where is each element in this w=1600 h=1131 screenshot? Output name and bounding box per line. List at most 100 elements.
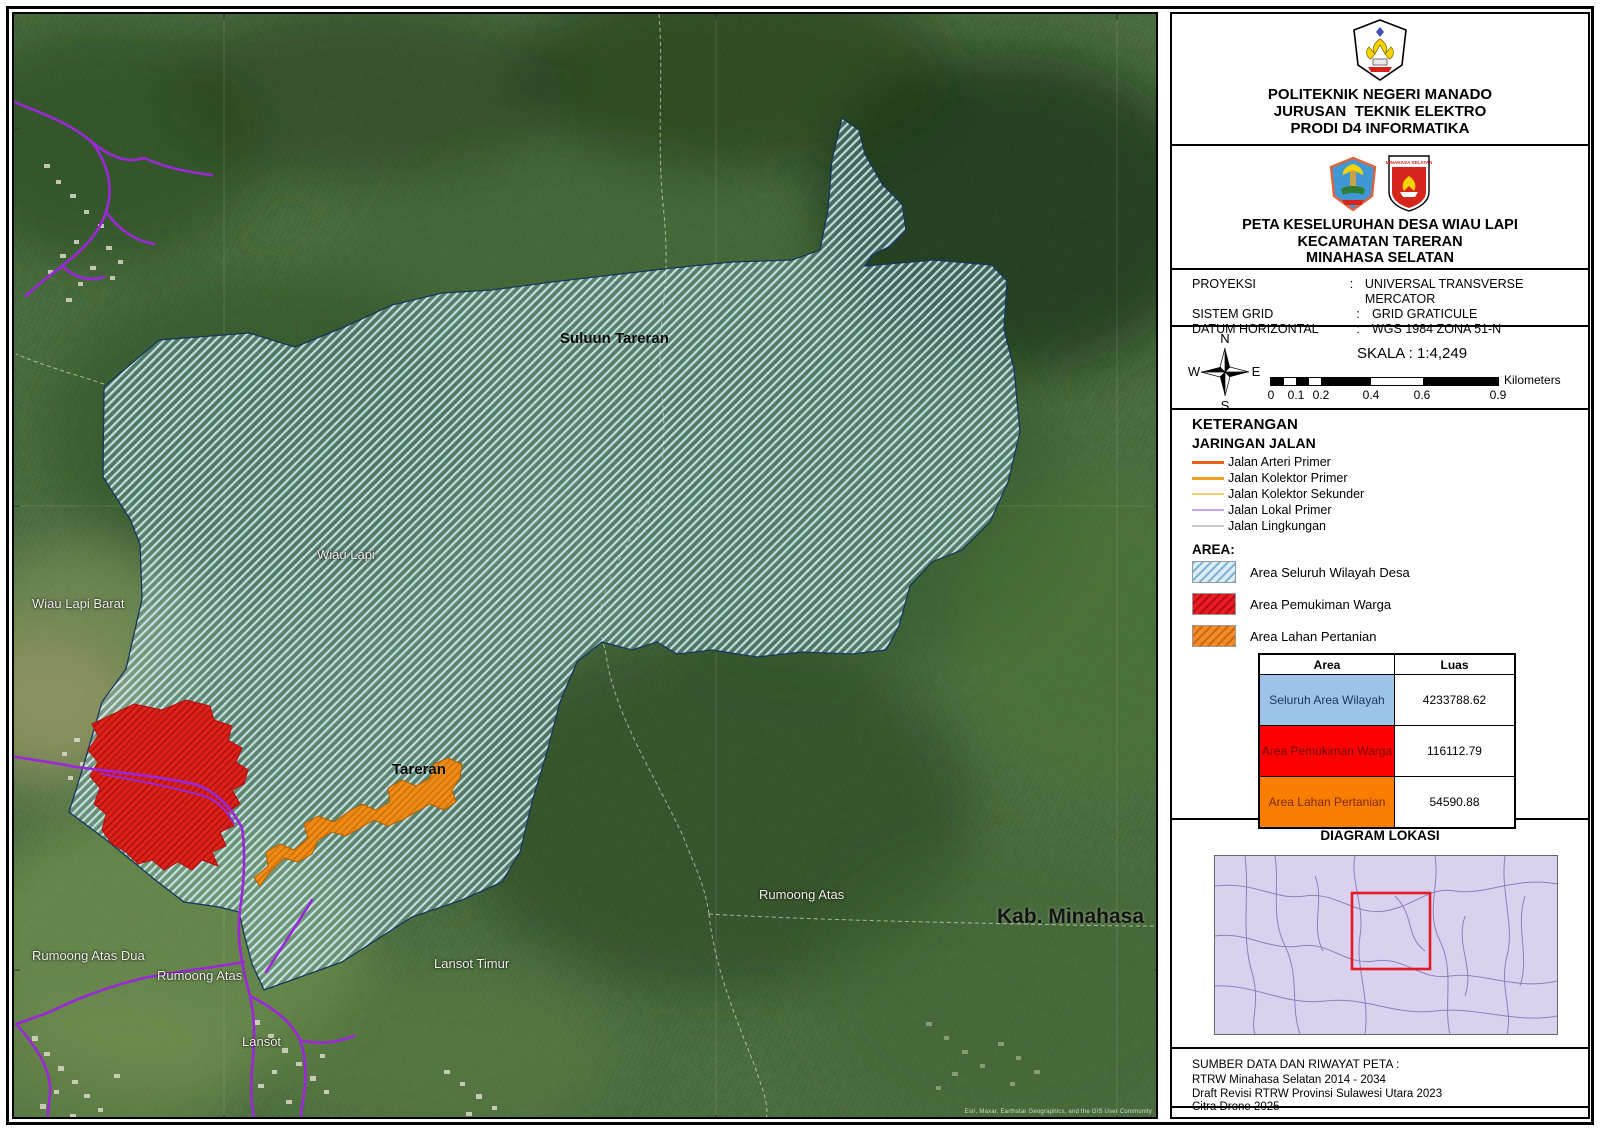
area-statistics-table: Area Luas Seluruh Area Wilayah 4233788.6… — [1258, 653, 1516, 829]
map-canvas: Suluun Tareran Wiau Lapi Wiau Lapi Barat… — [12, 12, 1158, 1119]
map-info-panel: POLITEKNIK NEGERI MANADO JURUSAN TEKNIK … — [1170, 12, 1590, 1119]
place-label-tareran: Tareran — [392, 761, 446, 778]
location-overview-minimap — [1214, 855, 1558, 1035]
road-kolektor-primer-swatch — [1192, 476, 1224, 480]
minsel-logo-icon: MINAHASA SELATAN — [1386, 155, 1432, 212]
scale-section: N S E W SKALA : 1:4,249 0 0.1 0.2 0.4 0.… — [1172, 327, 1588, 411]
scale-unit-label: Kilometers — [1504, 373, 1561, 387]
row-pemukiman-luas: 116112.79 — [1394, 725, 1516, 777]
projection-row: PROYEKSI : UNIVERSAL TRANSVERSE MERCATOR — [1192, 277, 1588, 307]
grid-system-value: GRID GRATICULE — [1372, 307, 1478, 321]
row-pemukiman-name: Area Pemukiman Warga — [1258, 725, 1395, 777]
place-label-rumoong-atas-west: Rumoong Atas — [157, 968, 243, 983]
frame-ticks — [14, 14, 1156, 1117]
settlement-rooftops-faint — [926, 1022, 1040, 1090]
area-wilayah-swatch — [1192, 561, 1236, 583]
area-pemukiman-swatch — [1192, 593, 1236, 615]
place-label-wiau-lapi-barat: Wiau Lapi Barat — [32, 596, 125, 611]
row-pertanian-name: Area Lahan Pertanian — [1258, 776, 1395, 829]
institution-name: POLITEKNIK NEGERI MANADO — [1267, 86, 1493, 103]
map-title-line3: MINAHASA SELATAN — [1306, 250, 1454, 266]
datum-label: DATUM HORIZONTAL — [1192, 322, 1319, 336]
projection-label: PROYEKSI — [1192, 277, 1256, 291]
scale-bar — [1270, 377, 1499, 386]
minimap-extent-rectangle — [1350, 891, 1432, 971]
area-pertanian-swatch — [1192, 625, 1236, 647]
institution-prodi: PRODI D4 INFORMATIKA — [1290, 120, 1470, 137]
institution-section: POLITEKNIK NEGERI MANADO JURUSAN TEKNIK … — [1172, 14, 1588, 146]
table-row: Area Lahan Pertanian 54590.88 — [1258, 776, 1516, 829]
institution-dept: JURUSAN TEKNIK ELEKTRO — [1273, 103, 1487, 120]
table-header-luas: Luas — [1394, 653, 1516, 675]
scale-tick-06: 0.6 — [1413, 388, 1431, 402]
legend-area-wilayah: Area Seluruh Wilayah Desa — [1192, 561, 1588, 583]
empty-footer-strip — [1172, 1108, 1588, 1121]
road-legend-title: JARINGAN JALAN — [1192, 435, 1316, 451]
map-title-section: MINAHASA SELATAN PETA KESELURUHAN DESA W… — [1172, 146, 1588, 270]
polimdo-logo-icon — [1353, 19, 1407, 81]
grid-system-row: SISTEM GRID : GRID GRATICULE — [1192, 307, 1478, 321]
legend-title: KETERANGAN — [1192, 416, 1298, 433]
place-label-lansot: Lansot — [242, 1034, 282, 1049]
location-diagram-title: DIAGRAM LOKASI — [1320, 828, 1440, 843]
minsel-logo-caption: MINAHASA SELATAN — [1386, 160, 1432, 165]
row-pertanian-luas: 54590.88 — [1394, 776, 1516, 829]
place-label-kab-minahasa: Kab. Minahasa — [997, 905, 1145, 928]
place-label-rumoong-atas-dua: Rumoong Atas Dua — [32, 948, 145, 963]
projection-value: UNIVERSAL TRANSVERSE MERCATOR — [1364, 277, 1524, 306]
place-label-suluun-tareran: Suluun Tareran — [560, 330, 669, 347]
place-label-rumoong-atas-east: Rumoong Atas — [759, 887, 845, 902]
place-label-wiau-lapi: Wiau Lapi — [317, 547, 375, 562]
data-source-line: Draft Revisi RTRW Provinsi Sulawesi Utar… — [1192, 1087, 1443, 1100]
area-pertanian-polygon — [253, 757, 463, 887]
road-lokal-primer-swatch — [1192, 509, 1224, 511]
location-diagram-section: DIAGRAM LOKASI — [1172, 820, 1588, 1049]
compass-e: E — [1252, 364, 1261, 379]
projection-section: PROYEKSI : UNIVERSAL TRANSVERSE MERCATOR… — [1172, 270, 1588, 336]
road-arteri-swatch — [1192, 460, 1224, 464]
table-header-row: Area Luas — [1258, 653, 1516, 675]
sulut-logo-icon — [1329, 156, 1377, 212]
map-title-line1: PETA KESELURUHAN DESA WIAU LAPI — [1242, 217, 1518, 233]
scale-tick-04: 0.4 — [1362, 388, 1380, 402]
area-legend-title: AREA: — [1192, 542, 1235, 557]
datum-row: DATUM HORIZONTAL : WGS 1984 ZONA 51-N — [1192, 322, 1502, 336]
grid-system-label: SISTEM GRID — [1192, 307, 1274, 321]
legend-road-kolektor-sekunder: Jalan Kolektor Sekunder — [1192, 486, 1588, 502]
row-wilayah-luas: 4233788.62 — [1394, 674, 1516, 726]
legend-section: KETERANGAN JARINGAN JALAN Jalan Arteri P… — [1172, 410, 1588, 829]
legend-area-pemukiman: Area Pemukiman Warga — [1192, 593, 1588, 615]
data-source-line: Citra Drone 2025 — [1192, 1101, 1280, 1113]
compass-w: W — [1188, 364, 1201, 379]
table-row: Seluruh Area Wilayah 4233788.62 — [1258, 674, 1516, 726]
datum-value: WGS 1984 ZONA 51-N — [1372, 322, 1502, 336]
scale-tick-09: 0.9 — [1489, 388, 1507, 402]
area-wilayah-desa-polygon — [68, 116, 1021, 991]
scale-tick-02: 0.2 — [1312, 388, 1330, 402]
table-row: Area Pemukiman Warga 116112.79 — [1258, 725, 1516, 777]
scale-text: SKALA : 1:4,249 — [1356, 345, 1468, 362]
legend-road-lingkungan: Jalan Lingkungan — [1192, 518, 1588, 534]
compass-rose-icon: N S E W — [1188, 331, 1261, 411]
place-label-lansot-timur: Lansot Timur — [434, 956, 510, 971]
compass-s: S — [1221, 398, 1230, 411]
compass-n: N — [1220, 331, 1229, 346]
region-logos: MINAHASA SELATAN — [1172, 154, 1588, 212]
road-kolektor-sekunder-swatch — [1192, 493, 1224, 495]
data-source-title: SUMBER DATA DAN RIWAYAT PETA : — [1192, 1057, 1400, 1071]
scale-tick-0: 0 — [1267, 388, 1275, 402]
area-pemukiman-polygon — [87, 699, 249, 871]
row-wilayah-name: Seluruh Area Wilayah — [1258, 674, 1395, 726]
table-header-area: Area — [1258, 653, 1395, 675]
imagery-attribution: Esri, Maxar, Earthstar Geographics, and … — [964, 1109, 1152, 1115]
map-title-line2: KECAMATAN TARERAN — [1297, 233, 1463, 250]
minimap-boundaries — [1214, 855, 1558, 1035]
map-layers — [14, 14, 1156, 1117]
legend-road-lokal-primer: Jalan Lokal Primer — [1192, 502, 1588, 518]
legend-area-pertanian: Area Lahan Pertanian — [1192, 625, 1588, 647]
scale-tick-01: 0.1 — [1287, 388, 1305, 402]
legend-road-arteri: Jalan Arteri Primer — [1192, 454, 1588, 470]
road-lingkungan-swatch — [1192, 525, 1224, 527]
data-source-section: SUMBER DATA DAN RIWAYAT PETA : RTRW Mina… — [1172, 1049, 1588, 1113]
